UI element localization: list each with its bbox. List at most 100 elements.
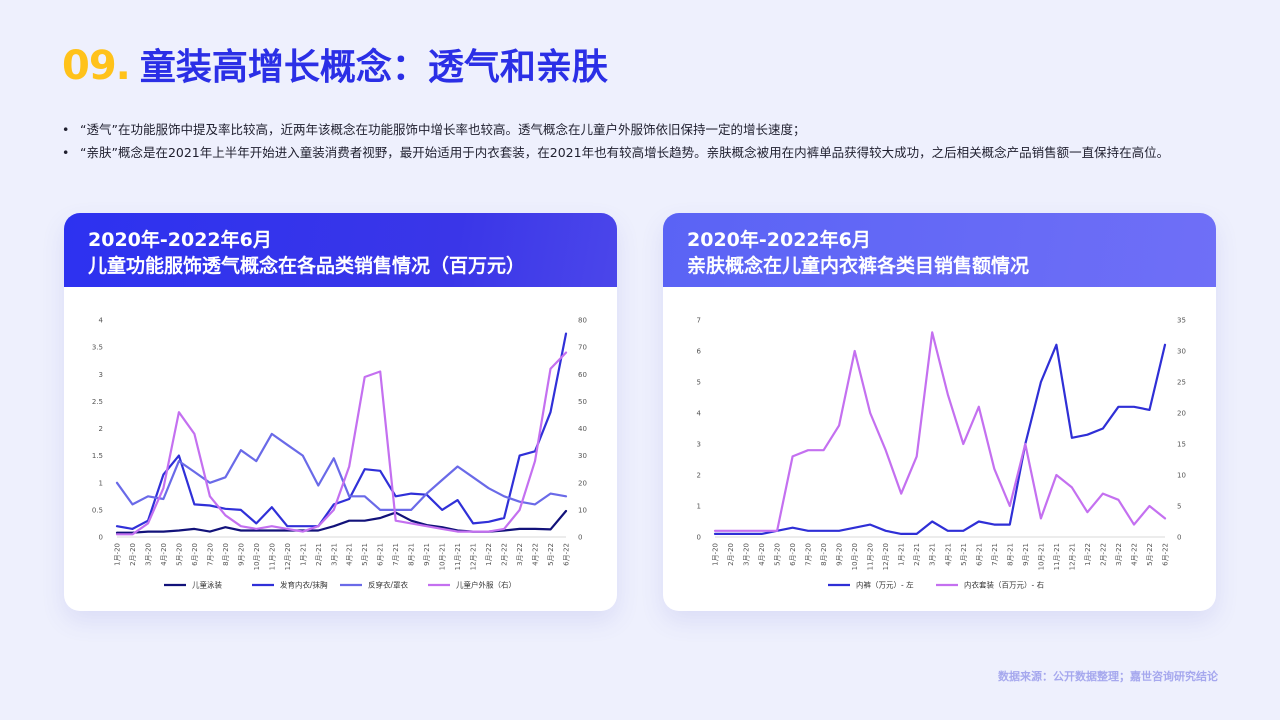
x-tick-label: 6月-21 <box>975 543 983 566</box>
x-tick-label: 2月-20 <box>129 543 137 566</box>
x-tick-label: 6月-22 <box>563 543 571 566</box>
chart-card-header: 2020年-2022年6月 儿童功能服饰透气概念在各品类销售情况（百万元） <box>64 213 617 287</box>
x-tick-label: 3月-22 <box>516 543 524 566</box>
bullet-text: “亲肤”概念是在2021年上半年开始进入童装消费者视野，最开始适用于内衣套装，在… <box>80 145 1170 160</box>
x-tick-label: 3月-22 <box>1115 543 1123 566</box>
y-right-tick-label: 0 <box>578 534 582 542</box>
y-left-tick-label: 2 <box>697 472 701 480</box>
x-tick-label: 4月-21 <box>346 543 354 566</box>
y-right-tick-label: 20 <box>1177 410 1186 418</box>
y-right-tick-label: 20 <box>578 479 587 487</box>
x-tick-label: 1月-22 <box>485 543 493 566</box>
x-tick-label: 3月-20 <box>144 543 152 566</box>
legend-label: 儿童户外服（右） <box>456 580 516 590</box>
x-tick-label: 11月-20 <box>268 543 276 570</box>
y-left-tick-label: 1 <box>99 479 103 487</box>
y-left-tick-label: 1 <box>697 503 701 511</box>
y-left-tick-label: 0 <box>99 534 103 542</box>
data-source-note: 数据来源：公开数据整理；嘉世咨询研究结论 <box>998 670 1218 683</box>
x-tick-label: 1月-21 <box>898 543 906 566</box>
x-tick-label: 2月-22 <box>1099 543 1107 566</box>
bullet-list: • “透气”在功能服饰中提及率比较高，近两年该概念在功能服饰中增长率也较高。透气… <box>62 118 1222 164</box>
y-right-tick-label: 25 <box>1177 379 1186 387</box>
x-tick-label: 2月-20 <box>727 543 735 566</box>
y-left-tick-label: 5 <box>697 379 701 387</box>
legend-label: 内衣套装（百万元）- 右 <box>964 580 1045 590</box>
x-tick-label: 5月-20 <box>175 543 183 566</box>
y-left-tick-label: 3 <box>99 371 103 379</box>
x-tick-label: 6月-20 <box>789 543 797 566</box>
x-tick-label: 10月-20 <box>851 543 859 570</box>
x-tick-label: 5月-21 <box>361 543 369 566</box>
x-tick-label: 11月-21 <box>454 543 462 570</box>
y-left-tick-label: 7 <box>697 317 701 325</box>
legend-label: 内裤（万元）- 左 <box>856 580 914 590</box>
y-right-tick-label: 5 <box>1177 503 1181 511</box>
chart-card-header: 2020年-2022年6月 亲肤概念在儿童内衣裤各类目销售额情况 <box>663 213 1216 287</box>
x-tick-label: 4月-22 <box>1130 543 1138 566</box>
x-tick-label: 3月-20 <box>743 543 751 566</box>
x-tick-label: 1月-22 <box>1084 543 1092 566</box>
y-right-tick-label: 40 <box>578 425 587 433</box>
y-right-tick-label: 30 <box>1177 348 1186 356</box>
x-tick-label: 12月-21 <box>1068 543 1076 570</box>
x-tick-label: 4月-20 <box>160 543 168 566</box>
y-left-tick-label: 1.5 <box>92 452 103 460</box>
title-number: 09. <box>62 43 131 89</box>
y-left-tick-label: 3.5 <box>92 344 103 352</box>
y-left-tick-label: 3 <box>697 441 701 449</box>
chart-card-breathable: 2020年-2022年6月 儿童功能服饰透气概念在各品类销售情况（百万元） 0 0… <box>64 213 617 611</box>
y-right-tick-label: 50 <box>578 398 587 406</box>
y-right-tick-label: 35 <box>1177 317 1186 325</box>
y-right-tick-label: 10 <box>1177 472 1186 480</box>
y-left-tick-label: 6 <box>697 348 702 356</box>
x-tick-label: 10月-21 <box>1037 543 1045 570</box>
x-tick-label: 12月-21 <box>470 543 478 570</box>
bullet-dot: • <box>62 122 70 137</box>
x-tick-label: 6月-20 <box>191 543 199 566</box>
x-tick-label: 1月-20 <box>114 543 122 566</box>
x-tick-label: 3月-21 <box>330 543 338 566</box>
x-tick-label: 6月-22 <box>1162 543 1170 566</box>
x-tick-label: 9月-20 <box>836 543 844 566</box>
y-left-tick-label: 4 <box>99 317 104 325</box>
x-tick-label: 8月-21 <box>1006 543 1014 566</box>
series-line-2 <box>115 432 568 511</box>
x-tick-label: 9月-20 <box>237 543 245 566</box>
legend-label: 发育内衣/抹胸 <box>280 580 328 590</box>
x-tick-label: 9月-21 <box>423 543 431 566</box>
y-right-tick-label: 30 <box>578 452 587 460</box>
x-tick-label: 7月-21 <box>392 543 400 566</box>
skin-friendly-line-chart: 0 1 2 3 4 5 6 7 0 5 10 15 20 25 30 35 1月-20 2月-20 3月-20 4月-… <box>697 317 1186 590</box>
x-tick-label: 7月-21 <box>991 543 999 566</box>
x-tick-label: 7月-20 <box>805 543 813 566</box>
chart-title-line1: 2020年-2022年6月 <box>88 229 272 251</box>
x-tick-label: 11月-20 <box>867 543 875 570</box>
page-title: 09. 童装高增长概念：透气和亲肤 <box>62 38 608 90</box>
y-right-tick-label: 0 <box>1177 534 1181 542</box>
x-tick-label: 8月-20 <box>820 543 828 566</box>
x-tick-label: 10月-20 <box>253 543 261 570</box>
y-left-tick-label: 2 <box>99 425 103 433</box>
x-tick-label: 8月-21 <box>408 543 416 566</box>
bullet-text: “透气”在功能服饰中提及率比较高，近两年该概念在功能服饰中增长率也较高。透气概念… <box>80 122 806 137</box>
x-tick-label: 11月-21 <box>1053 543 1061 570</box>
x-tick-label: 4月-22 <box>532 543 540 566</box>
x-tick-label: 9月-21 <box>1022 543 1030 566</box>
x-tick-label: 3月-21 <box>929 543 937 566</box>
series-line-1 <box>713 331 1167 532</box>
chart-card-skin-friendly: 2020年-2022年6月 亲肤概念在儿童内衣裤各类目销售额情况 0 1 2 3 4 5 6… <box>663 213 1216 611</box>
x-tick-label: 10月-21 <box>439 543 447 570</box>
chart-title-line2: 亲肤概念在儿童内衣裤各类目销售额情况 <box>687 255 1030 277</box>
x-tick-label: 1月-20 <box>712 543 720 566</box>
x-tick-label: 4月-21 <box>944 543 952 566</box>
y-right-tick-label: 10 <box>578 506 587 514</box>
chart-title-line1: 2020年-2022年6月 <box>687 229 871 251</box>
x-tick-label: 5月-22 <box>1146 543 1154 566</box>
y-right-tick-label: 80 <box>578 317 587 325</box>
x-tick-label: 4月-20 <box>758 543 766 566</box>
x-tick-label: 2月-21 <box>913 543 921 566</box>
x-tick-label: 12月-20 <box>882 543 890 570</box>
y-left-tick-label: 0.5 <box>92 506 103 514</box>
title-text: 童装高增长概念：透气和亲肤 <box>139 47 608 88</box>
